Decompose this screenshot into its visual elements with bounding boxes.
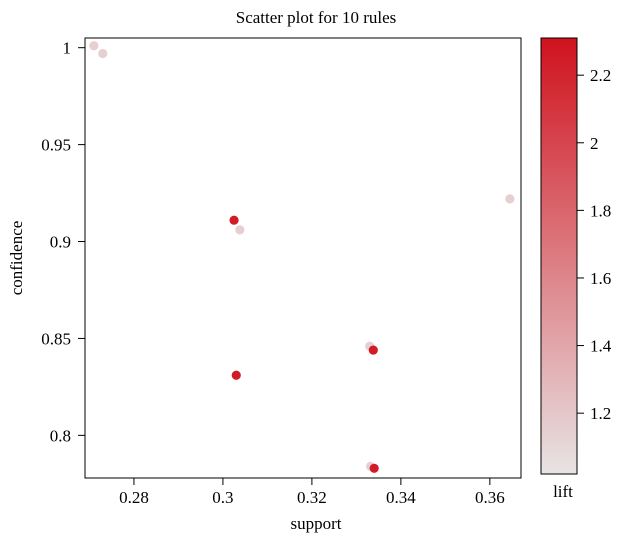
x-tick-label: 0.3 (212, 488, 233, 507)
points-layer (89, 41, 515, 473)
scale-tick-label: 1.4 (590, 337, 612, 356)
y-tick-label: 0.85 (41, 329, 71, 348)
data-point (231, 370, 241, 380)
scale-tick-label: 1.6 (590, 269, 611, 288)
y-tick-label: 1 (63, 39, 72, 58)
scale-tick-label: 2.2 (590, 66, 611, 85)
color-scale-axis: 1.2 1.4 1.6 1.8 2 2.2 (577, 66, 612, 423)
data-point (369, 463, 379, 473)
x-axis: 0.28 0.3 0.32 0.34 0.36 (119, 478, 505, 507)
data-point (235, 225, 245, 235)
x-tick-label: 0.32 (297, 488, 327, 507)
y-axis: 0.8 0.85 0.9 0.95 1 (41, 39, 85, 445)
x-tick-label: 0.34 (386, 488, 416, 507)
y-tick-label: 0.95 (41, 136, 71, 155)
color-scale-label: lift (553, 482, 573, 501)
x-tick-label: 0.36 (475, 488, 505, 507)
data-point (505, 194, 515, 204)
color-scale-bar (540, 37, 578, 475)
x-axis-label: support (291, 514, 342, 533)
data-point (89, 41, 99, 51)
y-tick-label: 0.9 (50, 233, 71, 252)
scale-tick-label: 1.8 (590, 201, 611, 220)
data-point (229, 215, 239, 225)
x-tick-label: 0.28 (119, 488, 149, 507)
data-point (98, 48, 108, 59)
data-point (368, 345, 378, 355)
y-axis-label: confidence (7, 221, 26, 296)
scale-tick-label: 1.2 (590, 404, 611, 423)
plot-area (84, 37, 522, 479)
scale-tick-label: 2 (590, 134, 599, 153)
y-tick-label: 0.8 (50, 426, 71, 445)
chart-title: Scatter plot for 10 rules (236, 8, 397, 27)
